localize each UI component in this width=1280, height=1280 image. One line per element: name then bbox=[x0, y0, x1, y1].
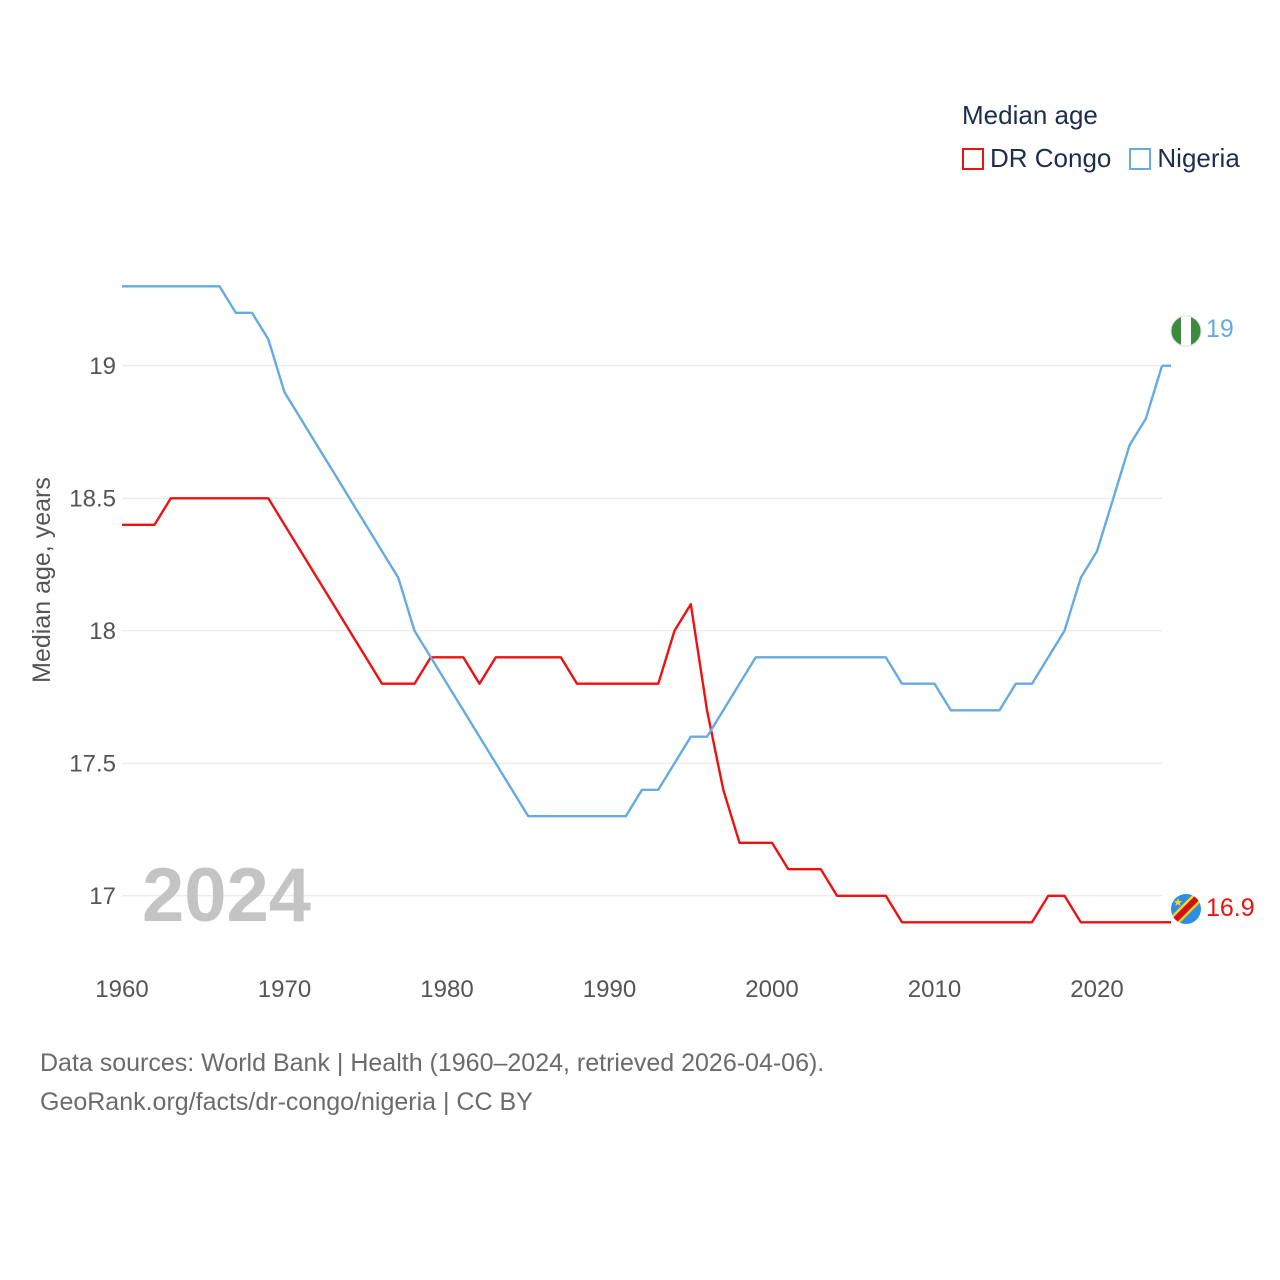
legend-swatch-nigeria bbox=[1129, 147, 1152, 170]
sources-line-1: Data sources: World Bank | Health (1960–… bbox=[40, 1049, 825, 1077]
x-tick-label: 1990 bbox=[583, 976, 636, 1003]
dr-congo-flag-icon bbox=[1171, 894, 1201, 924]
x-tick-label: 2020 bbox=[1070, 976, 1123, 1003]
nigeria-flag-icon bbox=[1171, 316, 1201, 346]
y-tick-label: 17.5 bbox=[69, 750, 116, 777]
x-tick-label: 1980 bbox=[420, 976, 473, 1003]
legend-label-nigeria: Nigeria bbox=[1157, 143, 1240, 173]
legend-item-dr-congo[interactable]: DR Congo bbox=[962, 143, 1111, 174]
data-sources: Data sources: World Bank | Health (1960–… bbox=[40, 1044, 824, 1122]
legend: DR Congo Nigeria bbox=[962, 143, 1240, 174]
y-tick-label: 18 bbox=[89, 618, 116, 645]
x-tick-label: 2010 bbox=[908, 976, 961, 1003]
legend-item-nigeria[interactable]: Nigeria bbox=[1129, 143, 1240, 174]
series-line-dr-congo bbox=[122, 497, 1162, 924]
sources-line-2: GeoRank.org/facts/dr-congo/nigeria | CC … bbox=[40, 1088, 533, 1116]
y-tick-label: 18.5 bbox=[69, 485, 116, 512]
legend-title: Median age bbox=[962, 100, 1098, 130]
series-line-nigeria bbox=[122, 285, 1164, 818]
year-display: 2024 bbox=[142, 853, 311, 938]
y-tick-label: 19 bbox=[89, 353, 116, 380]
legend-swatch-dr-congo bbox=[962, 147, 984, 170]
dr-congo-end-label: 16.9 bbox=[1206, 894, 1255, 922]
x-tick-label: 2000 bbox=[745, 976, 798, 1003]
x-tick-label: 1970 bbox=[258, 976, 311, 1003]
y-tick-label: 17 bbox=[89, 883, 116, 910]
legend-label-dr-congo: DR Congo bbox=[990, 143, 1112, 173]
y-axis-label: Median age, years bbox=[28, 477, 56, 683]
x-tick-label: 1960 bbox=[95, 976, 148, 1003]
nigeria-end-label: 19 bbox=[1206, 315, 1234, 343]
